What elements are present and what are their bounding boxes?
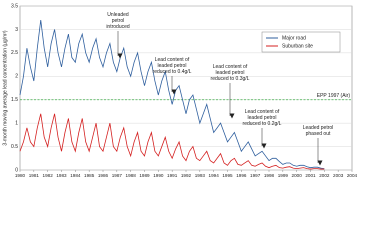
chart: 3-month moving average lead concentratio…: [2, 3, 358, 178]
y-axis-label: 3-month moving average lead concentratio…: [2, 30, 8, 145]
x-tick-label: 1996: [236, 173, 247, 178]
annotation: Unleaded petrol introduced: [106, 12, 130, 30]
y-tick-label: 1: [15, 120, 18, 126]
reference-label: EPP 1997 (Air): [317, 93, 351, 99]
y-tick-label: 1.5: [11, 97, 18, 103]
x-tick-label: 2004: [347, 173, 358, 178]
x-tick-label: 1987: [112, 173, 123, 178]
x-tick-label: 1990: [153, 173, 164, 178]
plot-area: [19, 5, 353, 171]
x-tick-label: 1994: [209, 173, 220, 178]
x-tick-label: 1988: [126, 173, 137, 178]
x-tick-label: 1982: [43, 173, 54, 178]
x-tick-label: 1984: [70, 173, 81, 178]
x-tick-label: 1997: [250, 173, 261, 178]
x-tick-label: 1986: [98, 173, 109, 178]
x-tick-label: 1980: [15, 173, 26, 178]
x-tick-label: 1981: [29, 173, 40, 178]
y-tick-label: 2: [15, 74, 18, 80]
legend-label: Suburban site: [282, 43, 313, 49]
x-tick-label: 1992: [181, 173, 192, 178]
annotation: Lead content of leaded petrol reduced to 0…: [211, 64, 250, 82]
x-tick-label: 1995: [222, 173, 233, 178]
x-tick-label: 1989: [139, 173, 150, 178]
legend-box: [261, 31, 341, 53]
y-tick-label: 3.5: [11, 3, 18, 9]
y-tick-label: 0.5: [11, 144, 18, 150]
x-tick-label: 2001: [305, 173, 316, 178]
x-tick-label: 1999: [278, 173, 289, 178]
x-tick-label: 2000: [292, 173, 303, 178]
x-tick-label: 1991: [167, 173, 178, 178]
legend-label: Major road: [282, 35, 306, 41]
y-tick-label: 2.5: [11, 50, 18, 56]
x-tick-label: 2003: [333, 173, 344, 178]
annotation: Lead content of leaded petrol reduced to 0…: [243, 109, 282, 127]
x-tick-label: 1985: [84, 173, 95, 178]
annotation: Leaded petrol phased out: [303, 125, 334, 137]
series-line: [19, 113, 325, 170]
x-tick-label: 1998: [264, 173, 275, 178]
x-tick-label: 1983: [56, 173, 67, 178]
x-tick-label: 2002: [319, 173, 330, 178]
y-tick-label: 0: [15, 167, 18, 173]
x-tick-label: 1993: [195, 173, 206, 178]
series-line: [19, 20, 325, 169]
y-tick-label: 3: [15, 27, 18, 33]
annotation: Lead content of leaded petrol reduced to 0…: [153, 57, 192, 75]
